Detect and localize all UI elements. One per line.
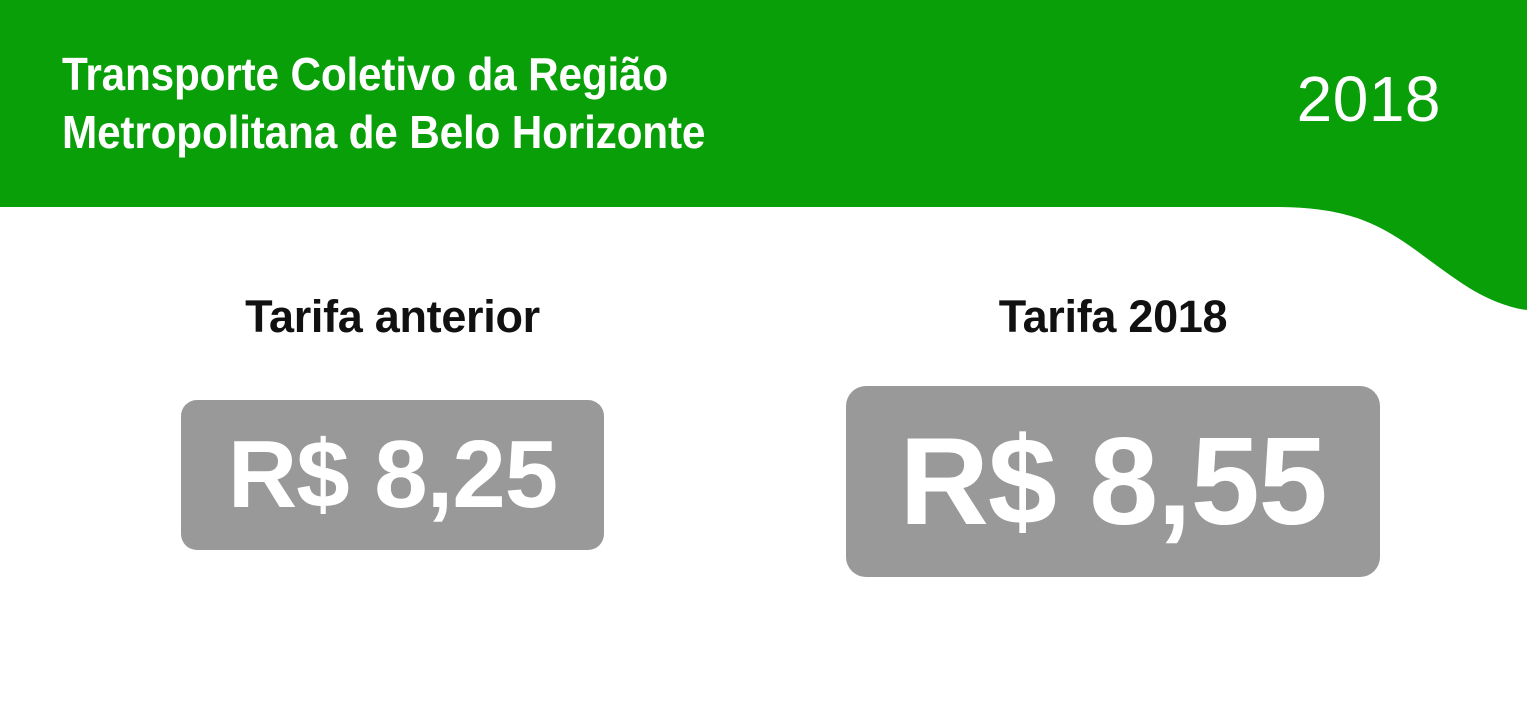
fare-card-current: Tarifa 2018 R$ 8,55 <box>846 207 1380 577</box>
header-content: Transporte Coletivo da Região Metropolit… <box>0 0 1527 207</box>
fare-card-previous: Tarifa anterior R$ 8,25 <box>181 207 604 550</box>
fare-label-current: Tarifa 2018 <box>998 291 1228 342</box>
fare-value-current: R$ 8,55 <box>846 386 1380 577</box>
header-year: 2018 <box>1296 62 1441 135</box>
page-title: Transporte Coletivo da Região Metropolit… <box>62 47 706 158</box>
fare-comparison: Tarifa anterior R$ 8,25 Tarifa 2018 R$ 8… <box>0 207 1527 722</box>
fare-label-previous: Tarifa anterior <box>245 291 540 342</box>
fare-value-previous: R$ 8,25 <box>181 400 604 550</box>
